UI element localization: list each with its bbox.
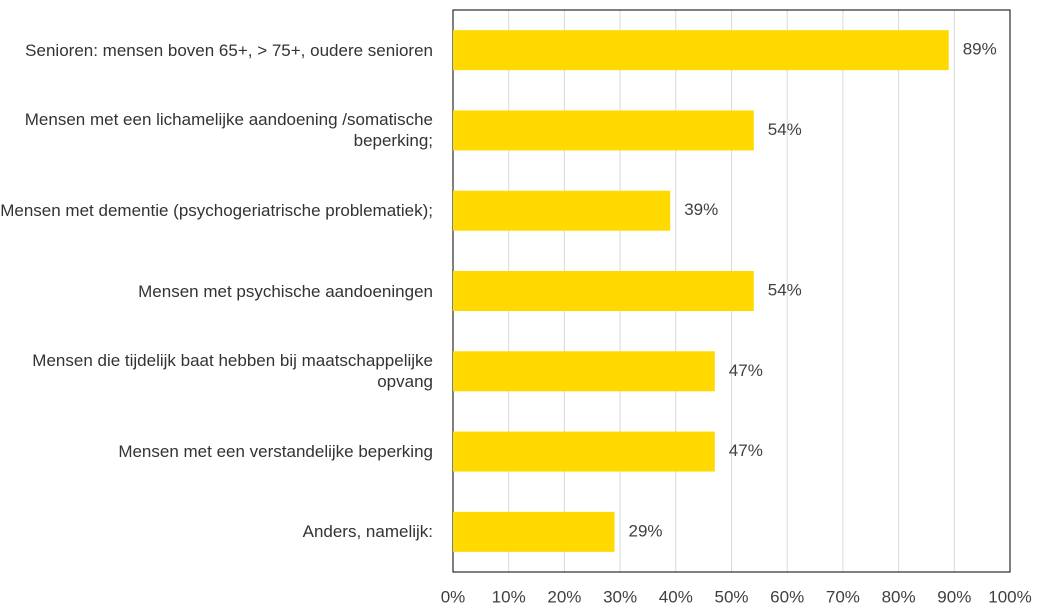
bar xyxy=(453,190,671,231)
category-label: Anders, namelijk: xyxy=(302,522,433,542)
value-label: 29% xyxy=(629,521,663,540)
value-label: 54% xyxy=(768,280,802,299)
value-label: 39% xyxy=(684,200,718,219)
bar xyxy=(453,110,754,151)
x-tick-label: 0% xyxy=(441,587,466,606)
value-label: 47% xyxy=(729,441,763,460)
category-label: Mensen met een lichamelijke aandoening /… xyxy=(24,110,433,151)
x-tick-label: 10% xyxy=(492,587,526,606)
x-tick-label: 30% xyxy=(603,587,637,606)
category-label: Mensen met een verstandelijke beperking xyxy=(118,442,433,462)
value-label: 47% xyxy=(729,361,763,380)
value-label: 89% xyxy=(963,40,997,59)
category-label: Senioren: mensen boven 65+, > 75+, ouder… xyxy=(25,40,433,60)
x-tick-label: 70% xyxy=(826,587,860,606)
x-tick-label: 40% xyxy=(659,587,693,606)
bar xyxy=(453,351,715,392)
x-tick-label: 20% xyxy=(547,587,581,606)
category-label: Mensen die tijdelijk baat hebben bij maa… xyxy=(32,351,433,392)
bar xyxy=(453,271,754,311)
x-tick-label: 90% xyxy=(937,587,971,606)
category-label: Mensen met dementie (psychogeriatrische … xyxy=(0,201,433,221)
x-tick-label: 60% xyxy=(770,587,804,606)
bar xyxy=(453,511,615,552)
category-label: Mensen met psychische aandoeningen xyxy=(138,281,433,301)
x-tick-label: 100% xyxy=(988,587,1031,606)
x-tick-label: 80% xyxy=(882,587,916,606)
bar xyxy=(453,30,949,71)
value-label: 54% xyxy=(768,120,802,139)
x-tick-label: 50% xyxy=(714,587,748,606)
bar xyxy=(453,431,715,472)
